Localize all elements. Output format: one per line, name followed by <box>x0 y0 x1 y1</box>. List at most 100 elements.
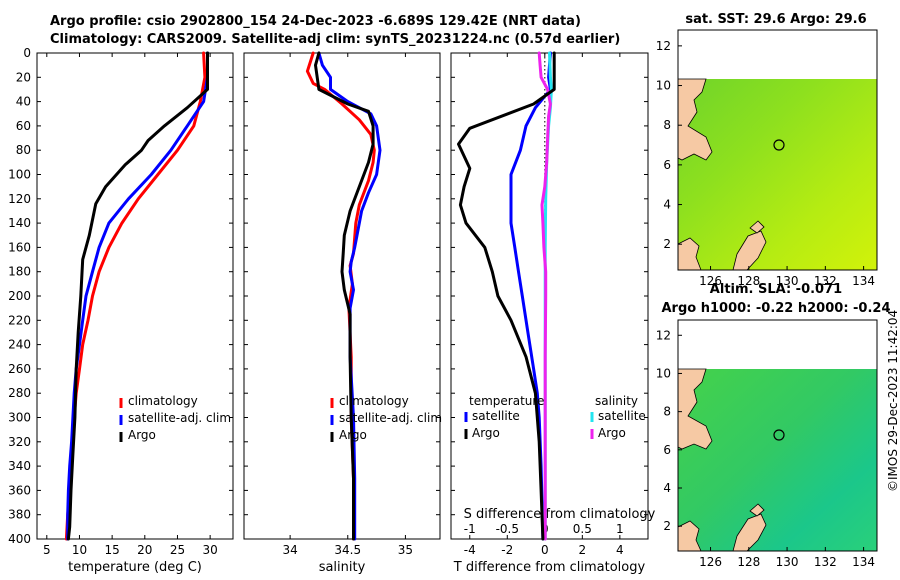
legend-label-argo: Argo <box>128 428 156 442</box>
difference-legend: temperature salinity satellite Argo sate… <box>464 394 646 440</box>
y-tick-label: 120 <box>8 192 31 206</box>
map-y-tick-label: 6 <box>663 443 671 457</box>
map-y-tick-label: 4 <box>663 198 671 212</box>
y-tick-label: 240 <box>8 338 31 352</box>
legend-title-temperature: temperature <box>469 394 544 408</box>
legend-label-climatology: climatology <box>128 394 198 408</box>
salinity-panel: 34 34.5 35 salinity <box>243 51 441 575</box>
s-diff-tick-label: -1 <box>464 522 476 536</box>
y-tick-label: 380 <box>8 508 31 522</box>
map-y-tick-label: 12 <box>656 39 671 53</box>
plot-frame <box>36 52 234 540</box>
y-tick-label: 320 <box>8 435 31 449</box>
legend-label-argo: Argo <box>339 428 367 442</box>
y-tick-label: 260 <box>8 362 31 376</box>
y-tick-label: 220 <box>8 313 31 327</box>
series-line-climatology <box>305 51 376 541</box>
x-axis-label: temperature (deg C) <box>68 560 202 575</box>
x-tick-label: 25 <box>170 543 185 557</box>
x-tick-label: 30 <box>202 543 217 557</box>
sst-land-west <box>677 78 713 161</box>
sla-argo-marker <box>773 429 785 441</box>
x-tick-label: -2 <box>501 543 513 557</box>
map-y-tick-label: 12 <box>656 328 671 342</box>
map-x-tick-label: 130 <box>776 274 799 288</box>
sla-map-frame <box>677 319 878 552</box>
plot-frame <box>243 52 441 540</box>
map-y-tick-label: 10 <box>656 366 671 380</box>
map-x-tick-label: 132 <box>814 274 837 288</box>
map-x-tick-label: 128 <box>737 274 760 288</box>
map-x-tick-label: 134 <box>852 555 875 569</box>
map-y-tick-label: 2 <box>663 237 671 251</box>
map-x-tick-label: 134 <box>852 274 875 288</box>
legend-label-satellite: satellite-adj. clim <box>128 411 231 425</box>
map-y-tick-label: 6 <box>663 158 671 172</box>
y-tick-label: 180 <box>8 265 31 279</box>
y-tick-label: 140 <box>8 216 31 230</box>
y-tick-label: 100 <box>8 168 31 182</box>
map-y-tick-label: 2 <box>663 519 671 533</box>
s-diff-tick-label: 1 <box>616 522 624 536</box>
map-x-tick-label: 126 <box>699 555 722 569</box>
sst-map-title: sat. SST: 29.6 Argo: 29.6 <box>685 12 866 27</box>
sst-argo-marker <box>773 139 785 151</box>
map-y-tick-label: 8 <box>663 118 671 132</box>
x-axis-label: salinity <box>319 560 366 575</box>
imos-timestamp: ©IMOS 29-Dec-2023 11:42:04 <box>886 309 900 492</box>
sla-field <box>678 369 877 551</box>
series-line-satellite-adj-clim <box>66 51 209 541</box>
sla-map <box>677 319 878 552</box>
legend-label-satellite: satellite-adj. clim <box>339 411 442 425</box>
x-tick-label: 20 <box>137 543 152 557</box>
map-x-tick-label: 126 <box>699 274 722 288</box>
legend-label-climatology: climatology <box>339 394 409 408</box>
map-x-tick-label: 128 <box>737 555 760 569</box>
sst-map-frame <box>677 29 878 271</box>
sst-map <box>677 29 878 271</box>
map-y-tick-label: 8 <box>663 405 671 419</box>
x-tick-label: 0 <box>541 543 549 557</box>
legend-label-t-argo: Argo <box>472 426 500 440</box>
y-tick-label: 40 <box>16 95 31 109</box>
x-tick-label: 35 <box>398 543 413 557</box>
y-tick-label: 20 <box>16 70 31 84</box>
legend-label-s-satellite: satellite <box>598 409 646 423</box>
sst-field <box>678 79 877 270</box>
x-tick-label: 10 <box>72 543 87 557</box>
s-diff-tick-label: 0.5 <box>573 522 592 536</box>
s-diff-axis-label: S difference from climatology <box>464 507 656 522</box>
series-line-t-satellite <box>509 51 552 541</box>
x-tick-label: 4 <box>616 543 624 557</box>
temperature-legend: climatology satellite-adj. clim Argo <box>119 394 231 442</box>
series-line-argo <box>66 51 209 541</box>
map-y-tick-label: 4 <box>663 481 671 495</box>
y-tick-label: 160 <box>8 240 31 254</box>
figure-title-line1: Argo profile: csio 2902800_154 24-Dec-20… <box>50 14 581 29</box>
map-x-tick-label: 132 <box>814 555 837 569</box>
y-tick-label: 60 <box>16 119 31 133</box>
sst-land-islet <box>749 220 765 234</box>
sla-map-title-line1: Altim. SLA: -0.071 <box>710 282 842 297</box>
y-tick-label: 300 <box>8 411 31 425</box>
figure-title-line2: Climatology: CARS2009. Satellite-adj cli… <box>50 32 621 47</box>
y-tick-label: 200 <box>8 289 31 303</box>
y-tick-label: 340 <box>8 459 31 473</box>
y-tick-label: 0 <box>23 46 31 60</box>
y-tick-label: 360 <box>8 483 31 497</box>
x-tick-label: -4 <box>464 543 476 557</box>
sla-land-islet <box>749 503 765 517</box>
x-tick-label: 2 <box>579 543 587 557</box>
legend-title-salinity: salinity <box>595 394 638 408</box>
difference-panel: -4 -2 0 2 4 T difference from climatology -1 -0… <box>450 51 656 575</box>
x-tick-label: 5 <box>43 543 51 557</box>
salinity-legend: climatology satellite-adj. clim Argo <box>330 394 442 442</box>
s-diff-tick-label: -0.5 <box>496 522 519 536</box>
y-tick-label: 400 <box>8 532 31 546</box>
sla-map-axes: 126 128 130 132 134 2 4 6 8 10 12 <box>656 328 875 569</box>
x-tick-label: 34 <box>282 543 297 557</box>
map-y-tick-label: 10 <box>656 79 671 93</box>
series-line-s-argo <box>537 51 552 541</box>
sla-map-title-line2: Argo h1000: -0.22 h2000: -0.24 <box>661 301 890 316</box>
